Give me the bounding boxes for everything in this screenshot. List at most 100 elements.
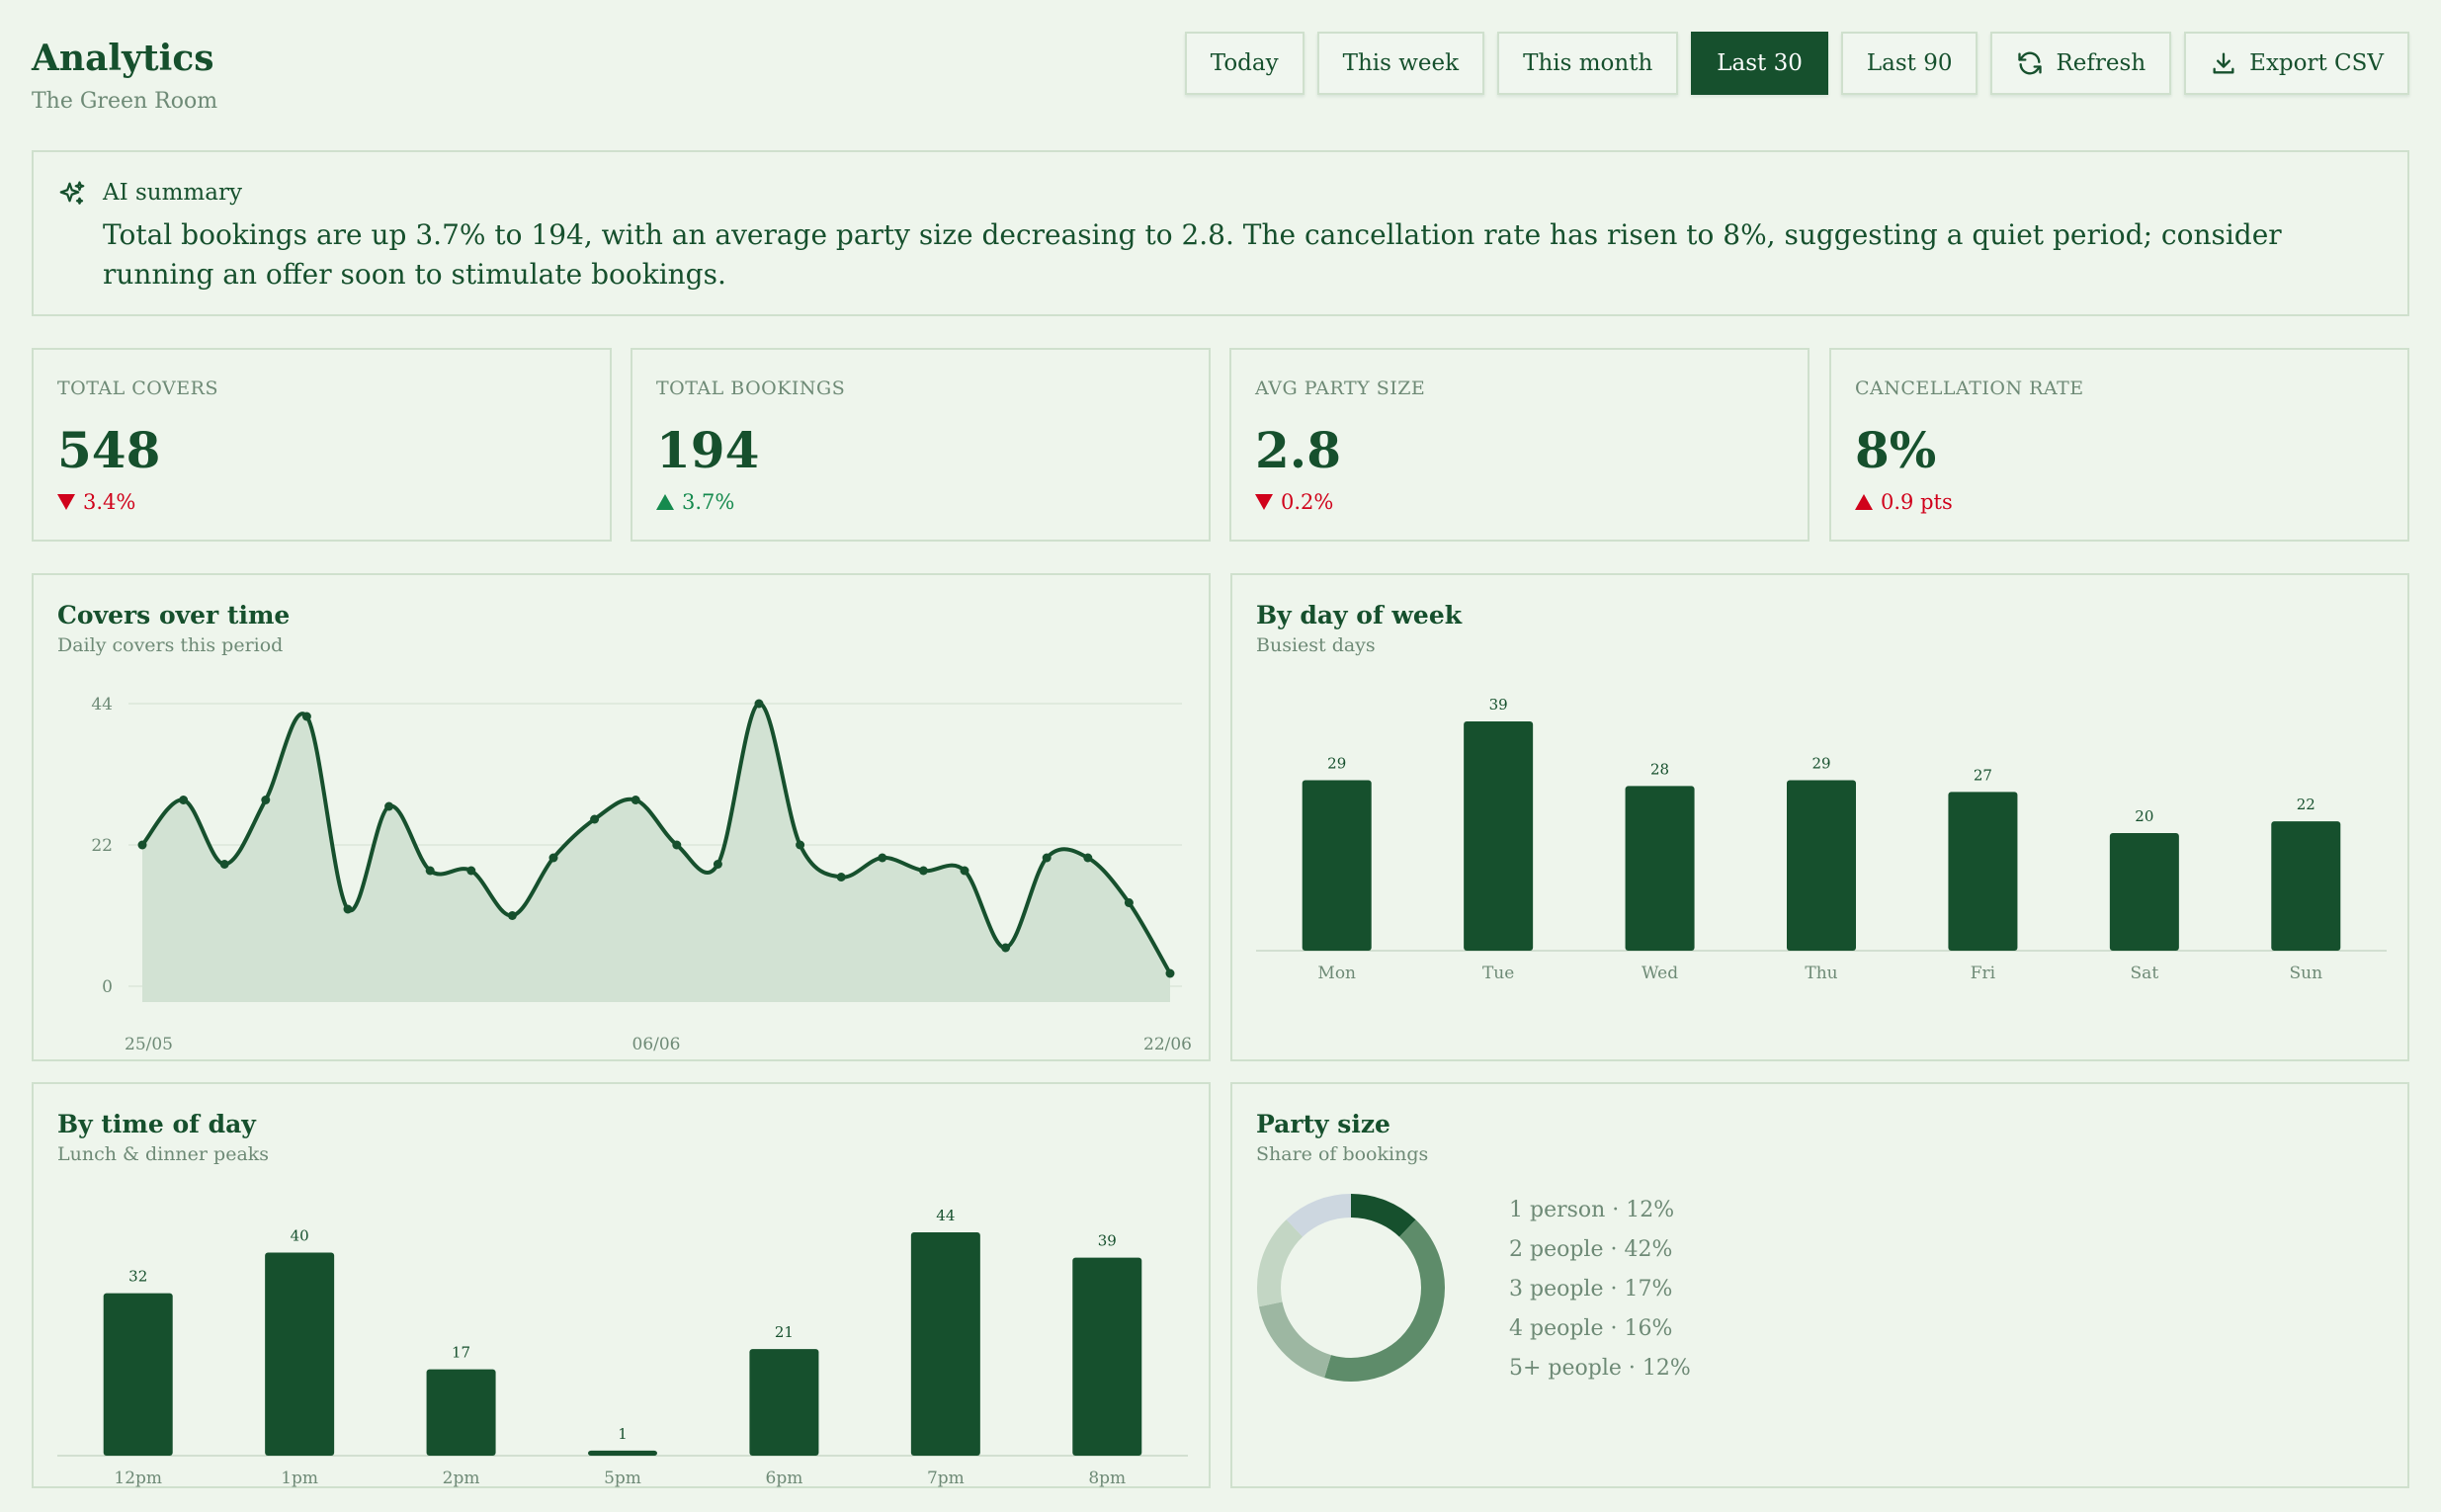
range-last-90-button[interactable]: Last 90 xyxy=(1840,32,1978,95)
chart-title: Party size xyxy=(1256,1110,1390,1138)
venue-name: The Green Room xyxy=(32,89,218,114)
trend-arrow-icon xyxy=(1255,494,1273,510)
covers-area xyxy=(142,703,1170,1002)
x-tick-label: 12pm xyxy=(114,1469,162,1488)
bar xyxy=(103,1293,173,1456)
refresh-button[interactable]: Refresh xyxy=(1990,32,2172,95)
data-point xyxy=(1124,898,1134,907)
kpi-label: AVG PARTY SIZE xyxy=(1255,378,1426,399)
kpi-value: 2.8 xyxy=(1255,421,1341,479)
ai-summary-panel: AI summary Total bookings are up 3.7% to… xyxy=(32,150,2409,316)
chart-subtitle: Busiest days xyxy=(1256,634,1376,656)
refresh-label: Refresh xyxy=(2056,50,2146,76)
data-point xyxy=(918,866,928,876)
data-label: 39 xyxy=(1098,1232,1117,1250)
x-tick-label: 22/06 xyxy=(1143,1035,1192,1054)
chart-subtitle: Share of bookings xyxy=(1256,1143,1429,1165)
kpi-delta-value: 0.2% xyxy=(1281,490,1334,514)
kpi-label: TOTAL BOOKINGS xyxy=(656,378,846,399)
data-point xyxy=(631,796,640,804)
party-size-legend: 1 person · 12% 2 people · 42% 3 people ·… xyxy=(1509,1191,1691,1388)
data-label: 22 xyxy=(2297,796,2315,813)
party-size-donut-chart xyxy=(1257,1194,1445,1382)
data-point xyxy=(548,853,558,863)
data-point xyxy=(301,712,311,721)
x-tick-label: Sat xyxy=(2131,964,2159,983)
data-point xyxy=(754,699,764,709)
x-tick-label: Thu xyxy=(1805,964,1837,983)
data-point xyxy=(179,796,189,804)
kpi-card-total-bookings: TOTAL BOOKINGS 194 3.7% xyxy=(631,348,1211,542)
bar xyxy=(265,1252,335,1456)
time-of-day-panel: By time of day Lunch & dinner peaks 32 12… xyxy=(32,1082,1211,1488)
data-point xyxy=(137,840,147,850)
legend-item: 4 people · 16% xyxy=(1509,1316,1673,1341)
legend-item: 2 people · 42% xyxy=(1509,1237,1673,1262)
data-point xyxy=(713,860,722,869)
covers-over-time-panel: Covers over time Daily covers this perio… xyxy=(32,573,1211,1061)
range-last-30-button[interactable]: Last 30 xyxy=(1691,32,1828,95)
bar xyxy=(1072,1257,1142,1456)
x-tick-label: 25/05 xyxy=(125,1035,173,1054)
range-this-month-button[interactable]: This month xyxy=(1497,32,1679,95)
bar xyxy=(1625,786,1695,951)
data-point xyxy=(590,814,600,824)
donut-slice xyxy=(1257,1194,1445,1382)
data-label: 44 xyxy=(936,1207,955,1224)
party-size-panel: Party size Share of bookings 1 person · … xyxy=(1230,1082,2409,1488)
time-of-day-bar-chart: 32 12pm 40 1pm 17 2pm 1 5pm 21 6pm 44 7pm 39 8pm xyxy=(57,1207,1188,1488)
data-label: 27 xyxy=(1974,766,1992,784)
data-point xyxy=(1165,968,1175,978)
x-tick-label: Mon xyxy=(1317,964,1356,983)
chart-title: By time of day xyxy=(57,1110,256,1138)
kpi-card-avg-party-size: AVG PARTY SIZE 2.8 0.2% xyxy=(1229,348,1810,542)
data-label: 17 xyxy=(452,1344,470,1362)
x-tick-label: Tue xyxy=(1482,964,1514,983)
toolbar: Today This week This month Last 30 Last … xyxy=(1184,32,2409,95)
data-label: 32 xyxy=(128,1268,147,1286)
data-label: 29 xyxy=(1327,754,1346,772)
data-point xyxy=(960,866,969,876)
range-this-week-button[interactable]: This week xyxy=(1316,32,1485,95)
kpi-delta-value: 0.9 pts xyxy=(1881,490,1953,514)
x-tick-label: Fri xyxy=(1971,964,1996,983)
kpi-value: 548 xyxy=(57,421,161,479)
kpi-delta-value: 3.7% xyxy=(682,490,735,514)
data-label: 1 xyxy=(618,1425,628,1443)
legend-item: 3 people · 17% xyxy=(1509,1277,1673,1302)
x-tick-label: 8pm xyxy=(1088,1469,1126,1488)
data-label: 28 xyxy=(1650,760,1669,778)
bar xyxy=(1948,792,2018,951)
export-csv-button[interactable]: Export CSV xyxy=(2184,32,2409,95)
day-of-week-panel: By day of week Busiest days 29 Mon 39 Tue 28… xyxy=(1230,573,2409,1061)
data-point xyxy=(1083,853,1093,863)
export-csv-label: Export CSV xyxy=(2249,50,2384,76)
chart-subtitle: Daily covers this period xyxy=(57,634,284,656)
x-tick-label: 5pm xyxy=(604,1469,641,1488)
data-label: 29 xyxy=(1811,754,1830,772)
trend-arrow-icon xyxy=(57,494,75,510)
covers-line-chart: 0 22 44 25/05 06/06 22/06 xyxy=(91,695,1192,1054)
bar xyxy=(588,1450,657,1456)
y-tick-label: 22 xyxy=(91,836,113,856)
analytics-dashboard: Analytics The Green Room Today This week… xyxy=(32,28,2409,1488)
data-point xyxy=(261,796,271,804)
bar xyxy=(2271,821,2341,951)
donut-slice xyxy=(1257,1194,1445,1382)
x-tick-label: Sun xyxy=(2290,964,2323,983)
data-point xyxy=(672,840,682,850)
data-point xyxy=(219,860,229,869)
day-of-week-bar-chart: 29 Mon 39 Tue 28 Wed 29 Thu 27 Fri 20 Sat 22 Sun xyxy=(1256,696,2387,983)
sparkles-icon xyxy=(59,181,85,205)
page-header: Analytics The Green Room Today This week… xyxy=(32,28,2409,136)
data-point xyxy=(878,853,887,863)
data-label: 39 xyxy=(1489,696,1508,714)
kpi-label: TOTAL COVERS xyxy=(57,378,218,399)
x-tick-label: Wed xyxy=(1641,964,1678,983)
range-today-button[interactable]: Today xyxy=(1184,32,1305,95)
bar xyxy=(1787,780,1856,951)
data-label: 21 xyxy=(775,1323,794,1341)
donut-slice xyxy=(1257,1194,1445,1382)
bar xyxy=(910,1232,980,1456)
data-label: 40 xyxy=(291,1227,309,1245)
